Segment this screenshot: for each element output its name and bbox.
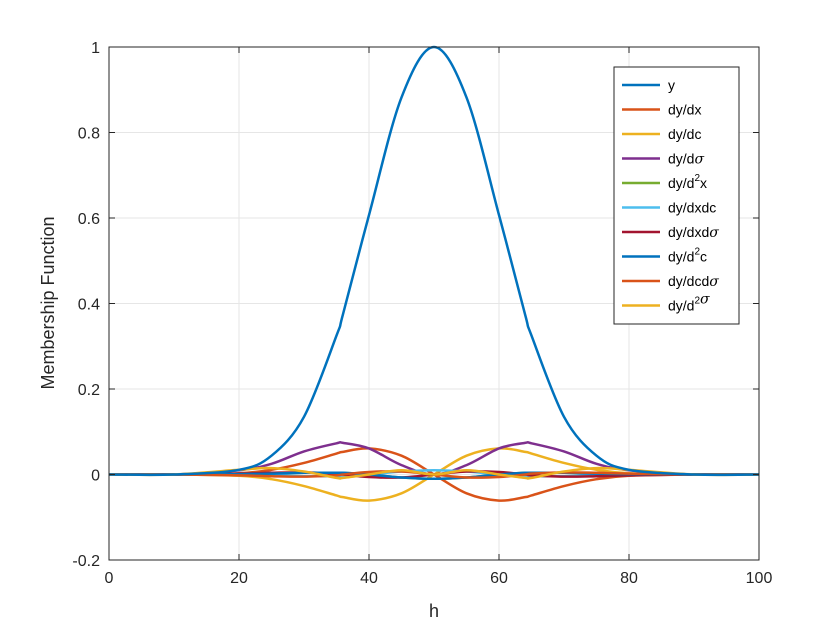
x-tick-label: 0 bbox=[105, 570, 114, 587]
x-tick-label: 80 bbox=[620, 570, 638, 587]
legend-label: dy/dσ bbox=[668, 151, 704, 168]
legend-label: dy/dx bbox=[668, 102, 701, 118]
y-tick-label: 0.8 bbox=[78, 126, 100, 143]
axis-ticks: 0 20 40 60 80 100 -0.2 0 0.2 0.4 0.6 0.8 1 bbox=[72, 40, 772, 587]
y-tick-label: 0.4 bbox=[78, 297, 100, 314]
legend-label: dy/dc bbox=[668, 126, 701, 142]
y-tick-label: -0.2 bbox=[72, 553, 100, 570]
legend: y dy/dx dy/dc dy/dσ dy/d2x dy/dxdc dy/dxdσ dy/d… bbox=[613, 66, 740, 325]
x-tick-label: 60 bbox=[490, 570, 508, 587]
x-tick-label: 40 bbox=[360, 570, 378, 587]
legend-label: dy/dcdσ bbox=[668, 273, 719, 290]
y-axis-label: Membership Function bbox=[38, 216, 58, 389]
legend-label: y bbox=[668, 77, 675, 93]
series-lines bbox=[108, 45, 760, 502]
y-tick-label: 0.2 bbox=[78, 382, 100, 399]
x-tick-label: 100 bbox=[746, 570, 773, 587]
y-tick-label: 0 bbox=[91, 468, 100, 485]
y-tick-label: 0.6 bbox=[78, 211, 100, 228]
x-tick-label: 20 bbox=[230, 570, 248, 587]
legend-label: dy/dxdσ bbox=[668, 224, 719, 241]
legend-label: dy/dxdc bbox=[668, 200, 716, 216]
x-axis-label: h bbox=[429, 601, 439, 621]
legend-label: dy/d2c bbox=[668, 247, 707, 265]
series-line-9 bbox=[108, 466, 760, 480]
legend-label: dy/d2x bbox=[668, 173, 707, 191]
y-tick-label: 1 bbox=[91, 40, 100, 57]
legend-label: dy/d2σ bbox=[668, 292, 710, 314]
